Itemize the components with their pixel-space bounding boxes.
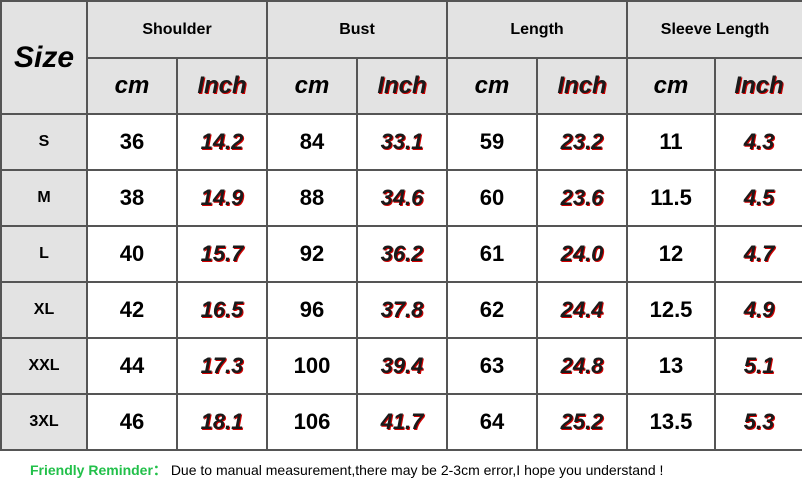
cm-value-cell: 59 xyxy=(446,113,538,171)
cm-value-cell: 100 xyxy=(266,337,358,395)
cm-value-cell: 13.5 xyxy=(626,393,717,451)
cm-value-cell: 96 xyxy=(266,281,358,339)
cm-value-cell: 12 xyxy=(626,225,717,283)
inch-value-cell: 17.3 xyxy=(176,337,268,395)
cm-value-cell: 64 xyxy=(446,393,538,451)
cm-value-cell: 63 xyxy=(446,337,538,395)
reminder-label: Friendly Reminder： xyxy=(30,462,167,478)
table-row: 3XL 46 18.1 106 41.7 64 25.2 13.5 5.3 xyxy=(0,393,802,451)
unit-header-inch: Inch xyxy=(356,57,448,115)
cm-value-cell: 40 xyxy=(86,225,178,283)
inch-value-cell: 33.1 xyxy=(356,113,448,171)
group-header-shoulder: Shoulder xyxy=(86,0,268,59)
reminder-text: Due to manual measurement,there may be 2… xyxy=(170,462,664,478)
size-cell: XL xyxy=(0,281,88,339)
cm-value-cell: 36 xyxy=(86,113,178,171)
inch-value-cell: 18.1 xyxy=(176,393,268,451)
inch-value-cell: 23.2 xyxy=(535,113,629,171)
inch-value-cell: 34.6 xyxy=(356,169,448,227)
unit-header-cm: cm xyxy=(446,57,538,115)
table-row: S 36 14.2 84 33.1 59 23.2 11 4.3 xyxy=(0,113,802,171)
inch-value-cell: 4.7 xyxy=(714,225,802,283)
inch-value-cell: 14.2 xyxy=(176,113,268,171)
size-header: Size xyxy=(0,0,88,115)
inch-value-cell: 39.4 xyxy=(356,337,448,395)
cm-value-cell: 11 xyxy=(626,113,717,171)
inch-value-cell: 25.2 xyxy=(535,393,629,451)
unit-header-cm: cm xyxy=(86,57,178,115)
inch-value-cell: 4.5 xyxy=(714,169,802,227)
unit-header-cm: cm xyxy=(626,57,717,115)
table-row: L 40 15.7 92 36.2 61 24.0 12 4.7 xyxy=(0,225,802,283)
inch-value-cell: 14.9 xyxy=(176,169,268,227)
inch-value-cell: 37.8 xyxy=(356,281,448,339)
group-header-bust: Bust xyxy=(266,0,448,59)
group-header-length: Length xyxy=(445,0,629,59)
inch-value-cell: 5.3 xyxy=(714,393,802,451)
inch-value-cell: 4.9 xyxy=(714,281,802,339)
cm-value-cell: 11.5 xyxy=(626,169,717,227)
cm-value-cell: 62 xyxy=(446,281,538,339)
cm-value-cell: 60 xyxy=(446,169,538,227)
size-cell: XXL xyxy=(0,337,88,395)
unit-header-inch: Inch xyxy=(176,57,268,115)
table-row: M 38 14.9 88 34.6 60 23.6 11.5 4.5 xyxy=(0,169,802,227)
group-header-sleeve-length: Sleeve Length xyxy=(626,0,802,59)
cm-value-cell: 38 xyxy=(86,169,178,227)
cm-value-cell: 84 xyxy=(266,113,358,171)
cm-value-cell: 46 xyxy=(86,393,178,451)
inch-value-cell: 4.3 xyxy=(714,113,802,171)
size-cell: L xyxy=(0,225,88,283)
cm-value-cell: 42 xyxy=(86,281,178,339)
cm-value-cell: 61 xyxy=(446,225,538,283)
cm-value-cell: 92 xyxy=(266,225,358,283)
inch-value-cell: 24.0 xyxy=(535,225,629,283)
table-row: XXL 44 17.3 100 39.4 63 24.8 13 5.1 xyxy=(0,337,802,395)
unit-header-inch: Inch xyxy=(714,57,802,115)
size-cell: 3XL xyxy=(0,393,88,451)
cm-value-cell: 106 xyxy=(266,393,358,451)
inch-value-cell: 24.4 xyxy=(535,281,629,339)
inch-value-cell: 23.6 xyxy=(535,169,629,227)
table-row: XL 42 16.5 96 37.8 62 24.4 12.5 4.9 xyxy=(0,281,802,339)
inch-value-cell: 15.7 xyxy=(176,225,268,283)
inch-value-cell: 5.1 xyxy=(714,337,802,395)
unit-header-cm: cm xyxy=(266,57,358,115)
cm-value-cell: 12.5 xyxy=(626,281,717,339)
inch-value-cell: 16.5 xyxy=(176,281,268,339)
cm-value-cell: 13 xyxy=(626,337,717,395)
friendly-reminder: Friendly Reminder： Due to manual measure… xyxy=(30,460,663,480)
size-cell: M xyxy=(0,169,88,227)
cm-value-cell: 44 xyxy=(86,337,178,395)
inch-value-cell: 36.2 xyxy=(356,225,448,283)
size-cell: S xyxy=(0,113,88,171)
inch-value-cell: 24.8 xyxy=(535,337,629,395)
inch-value-cell: 41.7 xyxy=(356,393,448,451)
unit-header-inch: Inch xyxy=(535,57,629,115)
size-chart-table: Size Shoulder Bust Length Sleeve Length … xyxy=(0,0,802,451)
cm-value-cell: 88 xyxy=(266,169,358,227)
